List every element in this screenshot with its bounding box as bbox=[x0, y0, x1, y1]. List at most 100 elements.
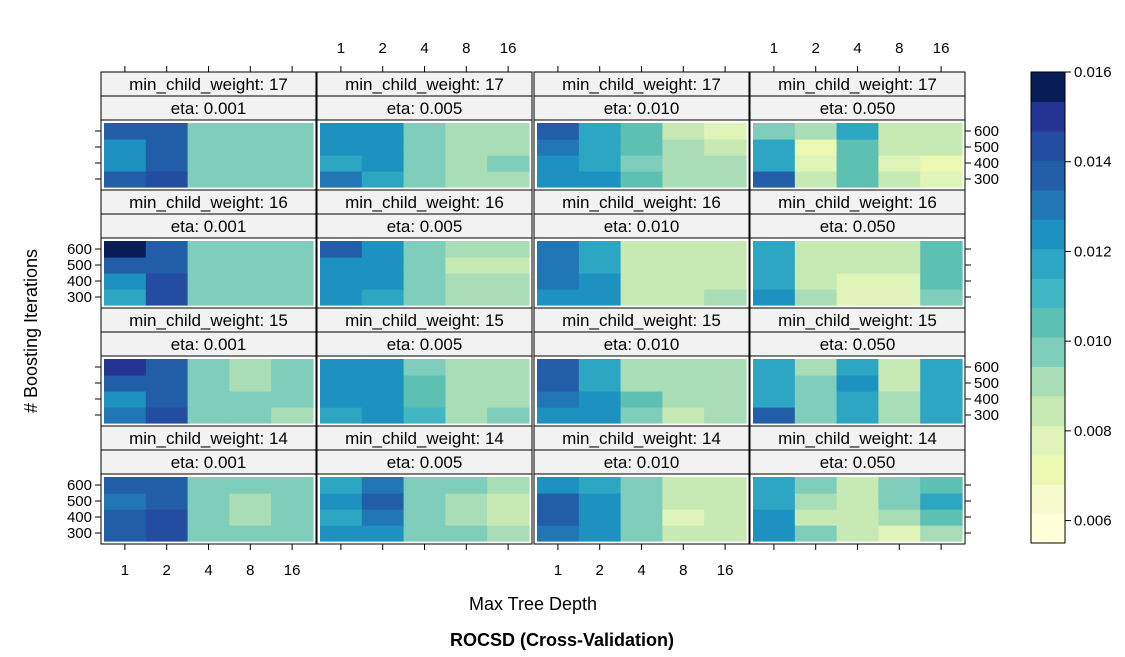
heatmap-cell bbox=[487, 123, 530, 140]
strip-label: eta: 0.005 bbox=[387, 99, 463, 118]
heatmap-cell bbox=[320, 407, 363, 424]
heatmap-cell bbox=[836, 407, 879, 424]
heatmap-cell bbox=[537, 289, 580, 306]
heatmap-cell bbox=[753, 375, 796, 392]
strip-label: eta: 0.010 bbox=[604, 99, 680, 118]
heatmap-cell bbox=[920, 155, 963, 172]
heatmap-cell bbox=[753, 289, 796, 306]
heatmap-cell bbox=[104, 155, 147, 172]
strip-box bbox=[100, 425, 317, 451]
strip-label: min_child_weight: 15 bbox=[778, 311, 937, 330]
strip-box bbox=[749, 71, 966, 97]
colorbar-band bbox=[1031, 307, 1065, 338]
heatmap-cell bbox=[794, 493, 838, 510]
heatmap-cell bbox=[578, 171, 622, 188]
heatmap-cell bbox=[145, 375, 189, 392]
strip-label: min_child_weight: 14 bbox=[129, 429, 288, 448]
strip-label: eta: 0.010 bbox=[604, 453, 680, 472]
heatmap-cell bbox=[704, 525, 747, 542]
panel-r2-c1: min_child_weight: 15 eta: 0.005 bbox=[316, 307, 533, 427]
heatmap-cell bbox=[271, 289, 314, 306]
heatmap-cell bbox=[704, 289, 747, 306]
heatmap-cell bbox=[403, 391, 446, 408]
y-tick-label: 600 bbox=[974, 123, 999, 140]
heatmap-cell bbox=[920, 289, 963, 306]
heatmap-cell bbox=[187, 257, 230, 274]
heatmap-cell bbox=[361, 171, 405, 188]
heatmap-cell bbox=[403, 289, 446, 306]
heatmap-cell bbox=[487, 375, 530, 392]
heatmap-cell bbox=[104, 493, 147, 510]
heatmap-cell bbox=[229, 241, 272, 258]
heatmap-cell bbox=[878, 375, 921, 392]
heatmap-cell bbox=[145, 171, 189, 188]
heatmap-cell bbox=[104, 171, 147, 188]
heatmap-cell bbox=[445, 407, 488, 424]
heatmap-cell bbox=[704, 391, 747, 408]
heatmap-cell bbox=[229, 375, 272, 392]
panel-r3-c2: min_child_weight: 14 eta: 0.010 bbox=[533, 425, 750, 545]
heatmap-cell bbox=[229, 273, 272, 290]
heatmap-cell bbox=[753, 525, 796, 542]
heatmap-cell bbox=[620, 509, 663, 526]
heatmap-cell bbox=[361, 289, 405, 306]
heatmap-cell bbox=[229, 493, 272, 510]
panel-r2-c3: min_child_weight: 15 eta: 0.050 bbox=[749, 307, 966, 427]
heatmap-cell bbox=[271, 375, 314, 392]
heatmap-cell bbox=[578, 477, 622, 494]
strip-box bbox=[100, 189, 317, 215]
heatmap-cell bbox=[187, 375, 230, 392]
heatmap-cell bbox=[878, 241, 921, 258]
strip-label: min_child_weight: 15 bbox=[345, 311, 504, 330]
strip-label: min_child_weight: 15 bbox=[562, 311, 721, 330]
y-tick-label: 400 bbox=[974, 391, 999, 408]
heatmap-cell bbox=[320, 139, 363, 156]
heatmap-cell bbox=[445, 289, 488, 306]
colorbar-band bbox=[1031, 248, 1065, 279]
heatmap-cell bbox=[229, 289, 272, 306]
heatmap-cell bbox=[104, 139, 147, 156]
strip-label: eta: 0.050 bbox=[820, 217, 896, 236]
heatmap-cell bbox=[620, 241, 663, 258]
x-tick-label: 4 bbox=[637, 562, 645, 579]
heatmap-cell bbox=[229, 407, 272, 424]
x-tick-label: 1 bbox=[770, 40, 778, 57]
heatmap-cell bbox=[361, 155, 405, 172]
y-tick-label: 300 bbox=[974, 171, 999, 188]
strip-label: min_child_weight: 15 bbox=[129, 311, 288, 330]
heatmap-cell bbox=[662, 241, 705, 258]
heatmap-cell bbox=[403, 407, 446, 424]
heatmap-cell bbox=[537, 139, 580, 156]
heatmap-cell bbox=[104, 407, 147, 424]
colorbar-band bbox=[1031, 130, 1065, 161]
heatmap-cell bbox=[662, 493, 705, 510]
strip-box bbox=[316, 213, 533, 239]
heatmap-cell bbox=[487, 273, 530, 290]
heatmap-cell bbox=[878, 155, 921, 172]
heatmap-cell bbox=[704, 477, 747, 494]
heatmap-cell bbox=[145, 525, 189, 542]
x-tick-label: 1 bbox=[337, 40, 345, 57]
x-tick-label: 1 bbox=[554, 562, 562, 579]
x-tick-label: 2 bbox=[812, 40, 820, 57]
heatmap-cell bbox=[794, 359, 838, 376]
axes-layer: 1 2 4 8 16 1 2 4 8 161 2 4 8 16 1 2 4 8 163004005006003004… bbox=[67, 40, 999, 579]
heatmap-cell bbox=[104, 257, 147, 274]
heatmap-cell bbox=[487, 525, 530, 542]
heatmap-cell bbox=[578, 123, 622, 140]
strip-label: min_child_weight: 16 bbox=[345, 193, 504, 212]
colorbar-band bbox=[1031, 395, 1065, 426]
heatmap-cell bbox=[361, 525, 405, 542]
heatmap-cell bbox=[320, 493, 363, 510]
heatmap-cell bbox=[445, 139, 488, 156]
strip-label: min_child_weight: 16 bbox=[129, 193, 288, 212]
heatmap-cell bbox=[753, 171, 796, 188]
heatmap-cell bbox=[445, 477, 488, 494]
panel-r0-c3: min_child_weight: 17 eta: 0.050 bbox=[749, 71, 966, 191]
heatmap-cell bbox=[704, 359, 747, 376]
colorbar-band bbox=[1031, 101, 1065, 132]
strip-label: min_child_weight: 17 bbox=[778, 75, 937, 94]
heatmap-cell bbox=[878, 391, 921, 408]
heatmap-cell bbox=[271, 155, 314, 172]
